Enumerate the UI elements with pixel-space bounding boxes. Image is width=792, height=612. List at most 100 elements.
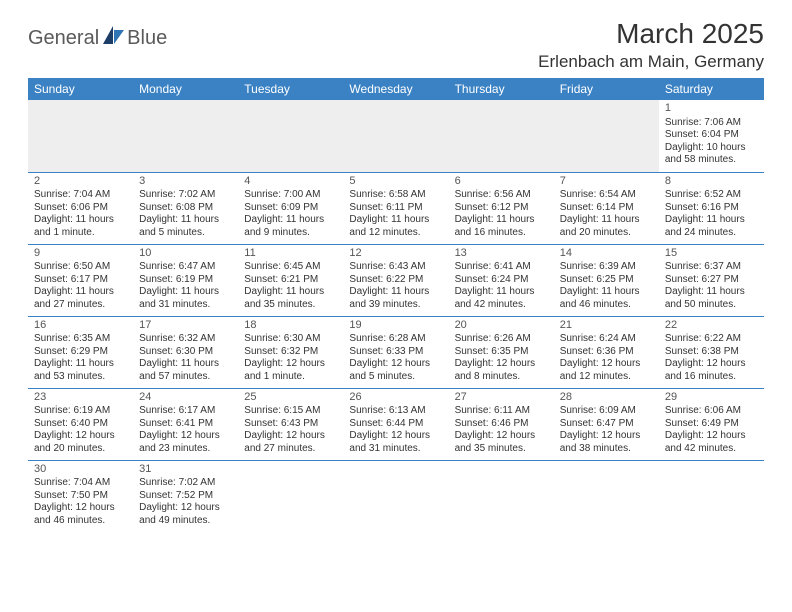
cell-line: Daylight: 11 hours <box>665 214 758 227</box>
logo: General Blue <box>28 18 167 51</box>
cell-line: and 39 minutes. <box>349 299 442 312</box>
cell-line: Sunrise: 6:22 AM <box>665 333 758 346</box>
cell-line: and 5 minutes. <box>139 227 232 240</box>
cell-line: Sunrise: 6:35 AM <box>34 333 127 346</box>
day-header: Friday <box>554 78 659 100</box>
calendar-cell: 12Sunrise: 6:43 AMSunset: 6:22 PMDayligh… <box>343 244 448 316</box>
day-header: Thursday <box>449 78 554 100</box>
calendar-cell: 27Sunrise: 6:11 AMSunset: 6:46 PMDayligh… <box>449 388 554 460</box>
cell-line: Sunrise: 6:11 AM <box>455 405 548 418</box>
cell-line: Daylight: 11 hours <box>560 214 653 227</box>
cell-line: Sunset: 6:29 PM <box>34 346 127 359</box>
calendar-cell <box>449 460 554 532</box>
calendar-cell: 13Sunrise: 6:41 AMSunset: 6:24 PMDayligh… <box>449 244 554 316</box>
cell-line: Sunset: 6:09 PM <box>244 202 337 215</box>
cell-line: Daylight: 10 hours <box>665 142 758 155</box>
calendar-week: 2Sunrise: 7:04 AMSunset: 6:06 PMDaylight… <box>28 172 764 244</box>
day-number: 8 <box>665 175 758 189</box>
cell-line: Sunrise: 6:26 AM <box>455 333 548 346</box>
cell-line: Daylight: 11 hours <box>349 214 442 227</box>
calendar-cell: 18Sunrise: 6:30 AMSunset: 6:32 PMDayligh… <box>238 316 343 388</box>
calendar-cell: 9Sunrise: 6:50 AMSunset: 6:17 PMDaylight… <box>28 244 133 316</box>
day-number: 2 <box>34 175 127 189</box>
calendar-cell <box>554 100 659 172</box>
location: Erlenbach am Main, Germany <box>538 52 764 72</box>
calendar-week: 9Sunrise: 6:50 AMSunset: 6:17 PMDaylight… <box>28 244 764 316</box>
cell-line: Sunset: 6:19 PM <box>139 274 232 287</box>
cell-line: Daylight: 11 hours <box>244 286 337 299</box>
calendar-cell: 3Sunrise: 7:02 AMSunset: 6:08 PMDaylight… <box>133 172 238 244</box>
cell-line: and 31 minutes. <box>139 299 232 312</box>
calendar-cell: 4Sunrise: 7:00 AMSunset: 6:09 PMDaylight… <box>238 172 343 244</box>
cell-line: and 42 minutes. <box>455 299 548 312</box>
cell-line: and 1 minute. <box>34 227 127 240</box>
cell-line: Sunrise: 7:06 AM <box>665 117 758 130</box>
day-header-row: SundayMondayTuesdayWednesdayThursdayFrid… <box>28 78 764 100</box>
cell-line: Daylight: 12 hours <box>244 358 337 371</box>
calendar-cell: 2Sunrise: 7:04 AMSunset: 6:06 PMDaylight… <box>28 172 133 244</box>
calendar-cell <box>28 100 133 172</box>
title-block: March 2025 Erlenbach am Main, Germany <box>538 18 764 72</box>
day-number: 12 <box>349 247 442 261</box>
calendar-cell <box>343 100 448 172</box>
day-number: 21 <box>560 319 653 333</box>
calendar-cell: 29Sunrise: 6:06 AMSunset: 6:49 PMDayligh… <box>659 388 764 460</box>
cell-line: Sunset: 6:46 PM <box>455 418 548 431</box>
cell-line: Sunrise: 6:52 AM <box>665 189 758 202</box>
calendar-cell: 5Sunrise: 6:58 AMSunset: 6:11 PMDaylight… <box>343 172 448 244</box>
cell-line: and 46 minutes. <box>560 299 653 312</box>
calendar-page: General Blue March 2025 Erlenbach am Mai… <box>0 0 792 532</box>
calendar-cell <box>659 460 764 532</box>
calendar-cell <box>238 100 343 172</box>
cell-line: Sunrise: 6:39 AM <box>560 261 653 274</box>
cell-line: and 58 minutes. <box>665 154 758 167</box>
calendar-cell: 19Sunrise: 6:28 AMSunset: 6:33 PMDayligh… <box>343 316 448 388</box>
cell-line: and 20 minutes. <box>34 443 127 456</box>
cell-line: Sunrise: 7:04 AM <box>34 477 127 490</box>
month-title: March 2025 <box>538 18 764 50</box>
cell-line: Daylight: 11 hours <box>139 358 232 371</box>
cell-line: Sunset: 6:24 PM <box>455 274 548 287</box>
day-number: 7 <box>560 175 653 189</box>
day-number: 9 <box>34 247 127 261</box>
cell-line: Sunrise: 6:09 AM <box>560 405 653 418</box>
cell-line: and 9 minutes. <box>244 227 337 240</box>
calendar-cell <box>449 100 554 172</box>
cell-line: Sunrise: 7:02 AM <box>139 477 232 490</box>
day-number: 25 <box>244 391 337 405</box>
cell-line: Sunrise: 7:00 AM <box>244 189 337 202</box>
cell-line: and 35 minutes. <box>244 299 337 312</box>
cell-line: Sunset: 6:43 PM <box>244 418 337 431</box>
calendar-cell: 11Sunrise: 6:45 AMSunset: 6:21 PMDayligh… <box>238 244 343 316</box>
calendar-week: 30Sunrise: 7:04 AMSunset: 7:50 PMDayligh… <box>28 460 764 532</box>
cell-line: Sunrise: 6:24 AM <box>560 333 653 346</box>
cell-line: and 50 minutes. <box>665 299 758 312</box>
cell-line: Sunrise: 6:06 AM <box>665 405 758 418</box>
cell-line: Daylight: 11 hours <box>560 286 653 299</box>
calendar-cell <box>238 460 343 532</box>
cell-line: Sunset: 6:22 PM <box>349 274 442 287</box>
cell-line: and 57 minutes. <box>139 371 232 384</box>
day-number: 27 <box>455 391 548 405</box>
cell-line: Sunset: 6:14 PM <box>560 202 653 215</box>
calendar-cell <box>133 100 238 172</box>
calendar-cell: 1Sunrise: 7:06 AMSunset: 6:04 PMDaylight… <box>659 100 764 172</box>
day-number: 22 <box>665 319 758 333</box>
cell-line: Sunrise: 6:58 AM <box>349 189 442 202</box>
cell-line: Sunrise: 6:47 AM <box>139 261 232 274</box>
calendar-cell: 28Sunrise: 6:09 AMSunset: 6:47 PMDayligh… <box>554 388 659 460</box>
cell-line: Sunset: 6:36 PM <box>560 346 653 359</box>
cell-line: Daylight: 11 hours <box>34 214 127 227</box>
cell-line: Sunrise: 6:56 AM <box>455 189 548 202</box>
logo-text-part1: General <box>28 27 99 50</box>
day-number: 31 <box>139 463 232 477</box>
calendar-cell: 15Sunrise: 6:37 AMSunset: 6:27 PMDayligh… <box>659 244 764 316</box>
cell-line: and 16 minutes. <box>455 227 548 240</box>
cell-line: Sunset: 6:49 PM <box>665 418 758 431</box>
cell-line: and 46 minutes. <box>34 515 127 528</box>
calendar-cell: 25Sunrise: 6:15 AMSunset: 6:43 PMDayligh… <box>238 388 343 460</box>
calendar-cell: 7Sunrise: 6:54 AMSunset: 6:14 PMDaylight… <box>554 172 659 244</box>
calendar-cell: 14Sunrise: 6:39 AMSunset: 6:25 PMDayligh… <box>554 244 659 316</box>
cell-line: and 38 minutes. <box>560 443 653 456</box>
cell-line: Sunset: 6:40 PM <box>34 418 127 431</box>
